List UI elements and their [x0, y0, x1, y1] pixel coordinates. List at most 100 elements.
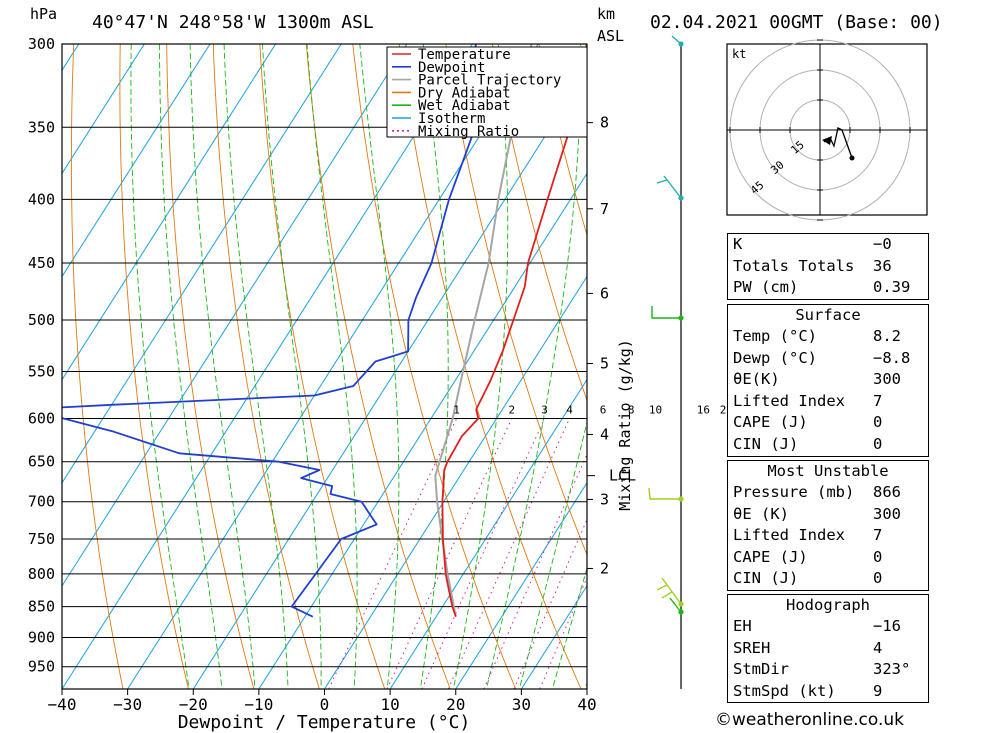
isotherm-line	[62, 44, 211, 278]
lcl-label: LCL	[609, 467, 636, 485]
datetime-title: 02.04.2021 00GMT (Base: 00)	[650, 12, 943, 33]
pressure-tick-label: 450	[28, 254, 55, 272]
x-tick-label: 40	[577, 695, 596, 714]
mixing-ratio-label: 10	[649, 404, 662, 417]
most-unstable-title: Most Unstable	[767, 462, 889, 480]
most-unstable-row: CIN (J) 0	[733, 569, 883, 588]
wet-adiabat-line	[306, 44, 358, 689]
dry-adiabat-line	[950, 26, 1000, 695]
km-axis: 8 7 6 5 4 3 2 LCL	[587, 114, 636, 577]
wind-barb	[669, 597, 682, 613]
isotherm-line	[62, 44, 408, 587]
mixing-ratio-line	[328, 418, 458, 689]
isotherm-line	[455, 481, 587, 689]
wind-barb	[656, 577, 682, 605]
wind-barb-dot	[678, 41, 684, 47]
dry-adiabat-line	[70, 44, 124, 689]
km-unit-label: km	[597, 5, 615, 23]
legend-box	[386, 46, 588, 138]
hodograph-table-title: Hodograph	[786, 596, 870, 614]
legend-label: Mixing Ratio	[418, 124, 519, 140]
most-unstable-row: Lifted Index 7	[733, 526, 883, 545]
copyright-text[interactable]: ©weatheronline.co.uk	[715, 710, 905, 730]
most-unstable-table: Most Unstable Pressure (mb) 866 θE (K) 300…	[727, 460, 929, 591]
wet-adiabat-line	[262, 44, 322, 689]
indices-table: K −0 Totals Totals 36 PW (cm) 0.39	[727, 233, 929, 300]
pressure-tick-label: 500	[28, 311, 55, 329]
km-tick-label: 7	[600, 200, 609, 218]
mixing-ratio-label: 4	[566, 404, 573, 417]
km-tick-label: 3	[600, 490, 609, 508]
mixing-ratio-line	[386, 418, 513, 689]
hpa-unit-label: hPa	[30, 5, 57, 23]
pressure-tick-label: 300	[28, 35, 55, 53]
hodograph-trace-end	[849, 155, 855, 161]
mixing-ratio-line	[539, 576, 587, 689]
mixing-ratio-lines	[328, 418, 587, 689]
km-tick-label: 4	[600, 425, 609, 443]
mixing-ratio-line	[483, 453, 587, 689]
isotherm-line	[62, 44, 342, 484]
surface-row: Dewp (°C) −8.8	[733, 348, 911, 367]
profile-lines	[62, 44, 587, 618]
hodograph-unit: kt	[732, 47, 746, 61]
pressure-tick-label: 750	[28, 530, 55, 548]
surface-table: Surface Temp (°C) 8.2 Dewp (°C) −8.8 θE(K)…	[727, 304, 929, 457]
wet-adiabat-line	[130, 44, 190, 689]
legend-label: Dewpoint	[418, 60, 485, 76]
pressure-tick-label: 650	[28, 453, 55, 471]
hodograph-table: Hodograph EH −16 SREH 4 StmDir 323° StmSpd …	[727, 594, 929, 704]
legend-label: Isotherm	[418, 111, 485, 127]
dry-adiabat-line	[305, 44, 451, 689]
dewpoint-line	[62, 44, 487, 618]
x-tick-label: 20	[446, 695, 465, 714]
dry-adiabat-line	[398, 44, 582, 689]
hodograph-row: StmDir 323°	[733, 660, 911, 679]
dry-adiabat-lines	[70, 26, 1000, 695]
pressure-tick-label: 350	[28, 118, 55, 136]
wind-barb	[648, 487, 681, 500]
x-tick-label: −10	[244, 695, 273, 714]
mixing-ratio-label: 6	[600, 404, 607, 417]
surface-row: Lifted Index 7	[733, 391, 883, 410]
x-tick-label: −30	[113, 695, 142, 714]
dry-adiabat-line	[445, 44, 587, 556]
temperature-line	[441, 44, 587, 617]
isotherm-line	[127, 44, 539, 689]
mixing-ratio-axis-title: Mixing Ratio (g/kg)	[616, 339, 634, 511]
wet-adiabat-line	[359, 44, 400, 689]
isotherm-line	[324, 275, 587, 689]
wind-barb-dot	[678, 601, 684, 607]
mixing-ratio-label: 8	[628, 404, 635, 417]
isotherm-line	[62, 44, 145, 175]
isotherm-line	[0, 44, 13, 689]
pressure-tick-label: 600	[28, 409, 55, 427]
most-unstable-row: Pressure (mb) 866	[733, 483, 901, 501]
isotherm-line	[192, 69, 587, 689]
x-tick-label: 0	[320, 695, 330, 714]
surface-row: Temp (°C) 8.2	[733, 327, 901, 345]
pressure-tick-label: 700	[28, 493, 55, 511]
location-title: 40°47'N 248°58'W 1300m ASL	[92, 12, 374, 33]
pressure-tick-label: 850	[28, 598, 55, 616]
mixing-ratio-label: 2	[508, 404, 515, 417]
mixing-ratio-line	[513, 518, 587, 689]
dry-adiabat-line	[352, 44, 517, 689]
km-tick-label: 2	[600, 559, 609, 577]
dry-adiabat-line	[212, 44, 320, 689]
surface-row: CIN (J) 0	[733, 434, 883, 453]
wind-barb-dot	[678, 195, 684, 201]
index-row: K −0	[733, 235, 892, 253]
wind-barb-dot	[678, 315, 684, 321]
dry-adiabat-line	[166, 44, 255, 689]
pressure-tick-label: 950	[28, 658, 55, 676]
x-tick-label: −20	[179, 695, 208, 714]
pressure-level-lines	[62, 43, 587, 668]
asl-unit-label: ASL	[597, 27, 624, 45]
mixing-ratio-label: 1	[453, 404, 460, 417]
km-tick-label: 6	[600, 284, 609, 302]
legend-label: Wet Adiabat	[418, 98, 511, 114]
mixing-ratio-line	[447, 418, 570, 689]
